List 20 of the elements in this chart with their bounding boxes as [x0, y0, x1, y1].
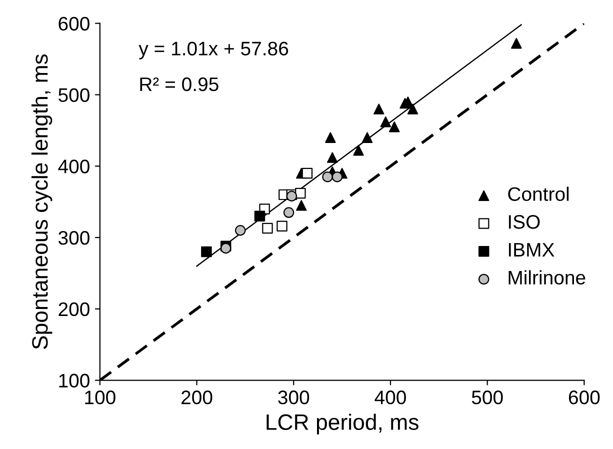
legend-label: Control [508, 186, 569, 201]
legend-label: Milrinone [508, 270, 586, 285]
y-tick-label: 300 [58, 230, 90, 245]
x-tick-label: 400 [374, 390, 406, 404]
y-tick-label: 200 [58, 302, 90, 316]
y-tick-label: 100 [59, 374, 90, 388]
legend-label: IBMX [508, 243, 554, 256]
x-tick-label: 200 [182, 390, 212, 404]
x-tick-label: 600 [568, 390, 600, 404]
y-tick-label: 600 [58, 16, 90, 31]
y-tick-label: 500 [58, 88, 90, 102]
x-axis-title: LCR period, ms [266, 414, 418, 434]
annotation: R² = 0.95 [140, 77, 218, 92]
x-tick-label: 500 [472, 390, 503, 404]
x-tick-label: 300 [278, 390, 310, 404]
y-tick-label: 400 [58, 160, 90, 174]
legend-label: ISO [508, 215, 540, 229]
y-axis-title: Spontaneous cycle length, ms [31, 54, 52, 350]
x-tick-label: 100 [85, 390, 116, 404]
annotation: y = 1.01x + 57.86 [138, 42, 288, 60]
